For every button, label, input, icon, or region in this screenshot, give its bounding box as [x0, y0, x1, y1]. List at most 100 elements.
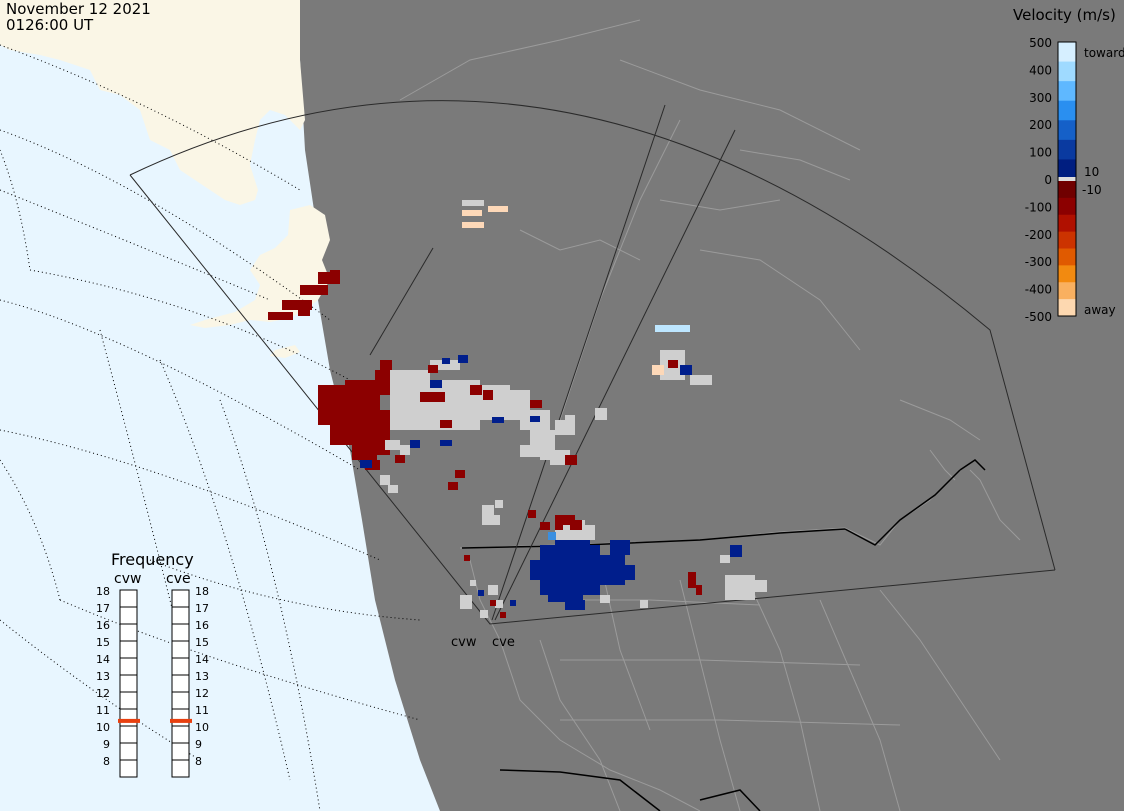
scatter-cell — [530, 560, 545, 580]
frequency-scale-label: 17 — [96, 602, 110, 615]
time-label: 0126:00 UT — [6, 16, 94, 34]
scatter-cell — [528, 510, 536, 518]
scatter-cell — [428, 365, 438, 373]
scatter-cell — [565, 600, 585, 610]
scatter-cell — [580, 525, 595, 540]
frequency-cell — [119, 725, 138, 744]
frequency-cell — [171, 725, 190, 744]
scatter-cell — [440, 440, 452, 446]
scatter-cell — [298, 310, 310, 316]
scatter-cell — [455, 470, 465, 478]
frequency-scale-label: 18 — [195, 585, 209, 598]
frequency-cell — [171, 623, 190, 642]
frequency-radar-label: cvw — [114, 571, 141, 587]
scatter-cell — [388, 485, 398, 493]
kodiak-island — [270, 345, 300, 358]
frequency-scale-label: 13 — [195, 670, 209, 683]
frequency-legend: cvw cve 18 18 17 17 16 16 15 15 14 14 13 13 12 12 11 11 10… — [96, 571, 209, 778]
frequency-cell — [171, 674, 190, 693]
frequency-scale-label: 18 — [96, 585, 110, 598]
colorbar-segment — [1058, 299, 1076, 317]
colorbar-frame — [1057, 41, 1077, 317]
radar-scatter-data — [268, 200, 767, 618]
frequency-cell — [171, 708, 190, 727]
scatter-cell — [470, 385, 482, 395]
scatter-cell — [530, 400, 542, 408]
scatter-cell — [410, 440, 420, 448]
scatter-cell — [282, 300, 312, 310]
frequency-cell — [119, 640, 138, 659]
scatter-cell — [460, 595, 472, 609]
lat-lon-grid — [0, 44, 421, 811]
scatter-cell — [548, 532, 556, 540]
date-label: November 12 2021 — [6, 0, 151, 18]
scatter-cell — [480, 610, 488, 618]
colorbar-away-label: away — [1084, 303, 1116, 317]
radar-site-label-cvw: cvw — [451, 635, 477, 650]
frequency-scale-label: 10 — [96, 721, 110, 734]
scatter-cell — [380, 475, 390, 485]
land-coverage-region — [300, 0, 1124, 811]
scatter-cell — [492, 417, 504, 423]
frequency-scale-label: 16 — [96, 619, 110, 632]
colorbar-segment — [1058, 181, 1076, 199]
scatter-cell — [548, 590, 583, 602]
scatter-cell — [688, 572, 696, 588]
frequency-legend-title: Frequency — [111, 550, 194, 569]
scatter-cell — [400, 445, 410, 455]
frequency-cell — [119, 589, 138, 608]
frequency-scale-label: 11 — [195, 704, 209, 717]
colorbar-tick-label: 300 — [1029, 91, 1052, 105]
scatter-cell — [735, 590, 755, 600]
colorbar-segment — [1058, 159, 1076, 180]
colorbar-segment — [1058, 282, 1076, 300]
frequency-scale-label: 11 — [96, 704, 110, 717]
frequency-scale-label: 16 — [195, 619, 209, 632]
scatter-cell — [520, 445, 540, 457]
national-borders — [461, 459, 986, 811]
scatter-cell — [490, 600, 496, 606]
colorbar-tick-label: -300 — [1025, 255, 1052, 269]
scatter-cell — [478, 590, 484, 596]
scatter-cell — [380, 360, 392, 370]
scatter-cell — [652, 365, 664, 375]
radar-field-of-view — [129, 100, 1056, 625]
scatter-cell — [720, 555, 730, 563]
scatter-cell — [595, 408, 607, 420]
scatter-cell — [640, 600, 648, 608]
scatter-cell — [610, 540, 630, 555]
colorbar-zero-band — [1058, 177, 1076, 181]
scatter-cell — [360, 460, 372, 468]
colorbar-tick-label: 200 — [1029, 118, 1052, 132]
scatter-cell — [442, 358, 450, 364]
scatter-cell — [300, 285, 328, 295]
scatter-cell — [500, 612, 506, 618]
scatter-cell — [668, 360, 678, 368]
frequency-scale-label: 13 — [96, 670, 110, 683]
colorbar-tick-label: -400 — [1025, 283, 1052, 297]
scatter-cell — [530, 416, 540, 422]
frequency-cell — [171, 657, 190, 676]
scatter-cell — [462, 222, 484, 228]
scatter-cell — [430, 380, 442, 388]
scatter-cell — [495, 600, 503, 608]
scatter-cell — [488, 206, 508, 212]
scatter-cell — [352, 445, 377, 460]
frequency-scale-label: 9 — [195, 738, 202, 751]
colorbar-segment — [1058, 197, 1076, 216]
scatter-cell — [490, 515, 500, 525]
colorbar-tick-label: -100 — [1025, 200, 1052, 214]
scatter-cell — [420, 392, 445, 402]
scatter-cell — [696, 585, 702, 595]
scatter-cell — [555, 515, 575, 525]
scatter-cell — [365, 460, 380, 470]
radar-site-label-cve: cve — [492, 635, 515, 650]
scatter-cell — [462, 210, 482, 216]
frequency-scale-label: 15 — [195, 636, 209, 649]
scatter-cell — [462, 395, 482, 405]
alaska-peninsula — [190, 205, 330, 328]
scatter-cell — [565, 415, 575, 435]
velocity-legend-title: Velocity (m/s) — [1013, 6, 1116, 24]
scatter-cell — [600, 595, 610, 603]
